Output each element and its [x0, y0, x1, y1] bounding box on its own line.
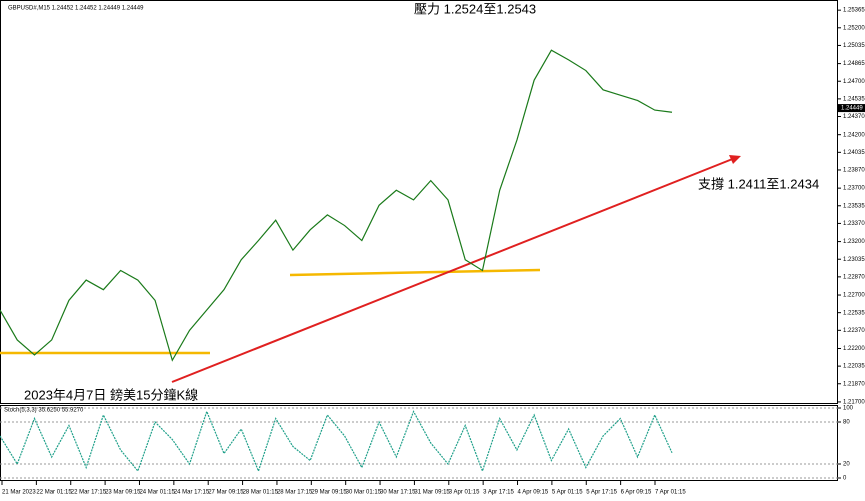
- x-tick-label: 5 Apr 17:15: [586, 490, 617, 496]
- x-tick-label: 3 Apr 01:15: [449, 490, 480, 496]
- x-tick-label: 28 Mar 01:15: [243, 490, 279, 496]
- y-tick-label: 1.22370: [843, 328, 865, 334]
- stoch-frame: [0, 405, 838, 481]
- support-line: [289, 268, 541, 277]
- current-price-label: 1.24449: [841, 106, 863, 112]
- y-tick-label: 1.21700: [843, 400, 865, 406]
- y-tick-label: 1.22535: [843, 310, 865, 316]
- y-tick-label: 1.24700: [843, 79, 865, 85]
- x-tick-label: 27 Mar 09:15: [208, 490, 244, 496]
- x-tick-label: 5 Apr 01:15: [552, 490, 583, 496]
- arrow-head: [729, 155, 741, 164]
- y-tick-label: 1.25200: [843, 25, 865, 31]
- x-tick-label: 21 Mar 2023: [2, 490, 36, 496]
- stoch-title: Stoch(5,3,3) 35.6250 55.9270: [4, 408, 84, 414]
- x-tick-label: 28 Mar 17:15: [277, 490, 313, 496]
- x-tick-label: 29 Mar 09:15: [311, 490, 347, 496]
- y-tick-label: 1.24865: [843, 61, 865, 67]
- y-tick-label: 20: [843, 462, 850, 468]
- x-tick-label: 23 Mar 09:15: [105, 490, 141, 496]
- annotation: 支撐 1.2411至1.2434: [698, 176, 819, 191]
- y-tick-label: 1.22200: [843, 346, 865, 352]
- y-tick-label: 1.25365: [843, 8, 865, 14]
- x-tick-label: 22 Mar 17:15: [71, 490, 107, 496]
- y-tick-label: 1.23535: [843, 203, 865, 209]
- x-tick-label: 3 Apr 17:15: [483, 490, 514, 496]
- y-tick-label: 1.24370: [843, 114, 865, 120]
- y-tick-label: 1.23370: [843, 221, 865, 227]
- trend-line: [171, 157, 736, 383]
- annotation: 2023年4月7日 鎊美15分鐘K線: [24, 387, 198, 402]
- current-price-box: [838, 104, 865, 113]
- y-tick-label: 1.22700: [843, 293, 865, 299]
- y-tick-label: 1.23035: [843, 257, 865, 263]
- y-tick-label: 1.22870: [843, 274, 865, 280]
- x-tick-label: 7 Apr 01:15: [655, 490, 686, 496]
- series-line: [0, 49, 673, 362]
- x-tick-label: 24 Mar 17:15: [174, 490, 210, 496]
- y-tick-label: 80: [843, 420, 850, 426]
- annotation: 壓力 1.2524至1.2543: [414, 1, 536, 16]
- x-tick-label: 24 Mar 01:15: [139, 490, 175, 496]
- x-tick-label: 6 Apr 09:15: [621, 490, 652, 496]
- main-frame: [0, 0, 838, 404]
- x-tick-label: 31 Mar 09:15: [414, 490, 450, 496]
- y-tick-label: 100: [843, 406, 854, 412]
- y-tick-label: 1.23870: [843, 168, 865, 174]
- x-tick-label: 4 Apr 09:15: [518, 490, 549, 496]
- y-tick-label: 1.25035: [843, 43, 865, 49]
- y-tick-label: 1.23200: [843, 239, 865, 245]
- y-tick-label: 1.21870: [843, 381, 865, 387]
- header: GBPUSD#,M15 1.24452 1.24452 1.24449 1.24…: [8, 6, 144, 12]
- x-tick-label: 22 Mar 01:15: [36, 490, 72, 496]
- y-tick-label: 1.22035: [843, 364, 865, 370]
- y-tick-label: 1.23700: [843, 186, 865, 192]
- y-tick-label: 1.24535: [843, 96, 865, 102]
- x-tick-label: 30 Mar 01:15: [346, 490, 382, 496]
- y-tick-label: 1.24200: [843, 132, 865, 138]
- x-tick-label: 30 Mar 17:15: [380, 490, 416, 496]
- series-line: [0, 409, 673, 473]
- y-tick-label: 0: [843, 476, 847, 482]
- y-tick-label: 1.24035: [843, 150, 865, 156]
